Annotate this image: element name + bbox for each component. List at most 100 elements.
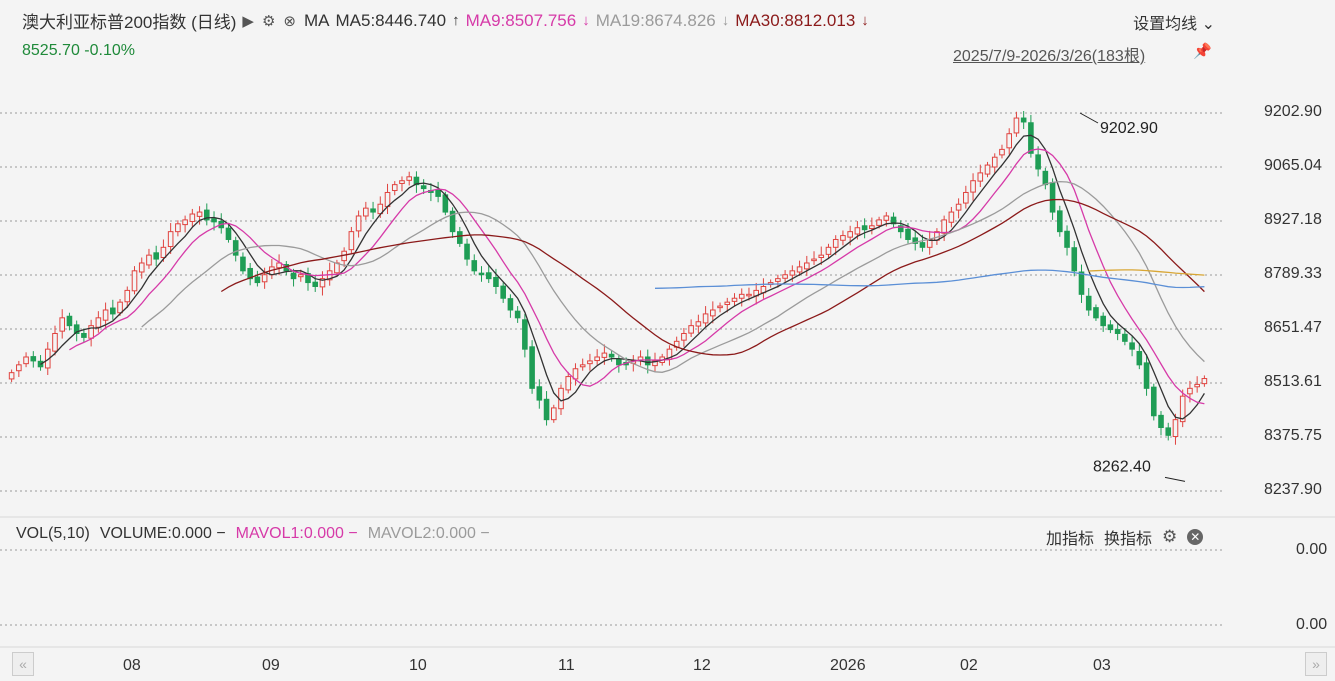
candle-body <box>225 227 232 240</box>
candle-body <box>66 315 73 327</box>
gear-icon[interactable]: ⚙ <box>1162 527 1178 546</box>
ma5-line <box>40 134 1205 420</box>
candle-body <box>254 276 261 284</box>
candle-body <box>167 231 174 248</box>
candle-body <box>290 272 297 280</box>
candle-body <box>601 352 608 358</box>
candle-body <box>984 164 991 175</box>
candle-body <box>897 225 904 233</box>
switch-indicator-button[interactable]: 换指标 <box>1104 531 1153 548</box>
candle-body <box>73 324 80 334</box>
candle-body <box>1100 315 1106 327</box>
candle-body <box>702 313 709 324</box>
candle-body <box>955 203 962 211</box>
candle-body <box>681 332 687 341</box>
candle-body <box>117 301 123 314</box>
candle-body <box>1064 230 1070 248</box>
candle-body <box>16 364 22 372</box>
candle-body <box>1122 333 1128 342</box>
candle-body <box>782 274 788 279</box>
candle-body <box>905 228 911 240</box>
candle-body <box>970 180 976 193</box>
ma-long1-line <box>654 269 1205 289</box>
candle-body <box>1042 170 1049 186</box>
candle-body <box>731 297 738 302</box>
candle-body <box>644 356 651 366</box>
candle-body <box>399 180 405 184</box>
candle-body <box>203 209 210 221</box>
candle-body <box>406 176 413 181</box>
candle-body <box>1035 154 1041 170</box>
candle-body <box>1143 362 1150 389</box>
ma19-arrow: ↓ <box>721 12 730 29</box>
candle-body <box>1150 386 1157 417</box>
close-icon[interactable]: ⊗ <box>283 12 296 30</box>
candle-body <box>724 301 731 306</box>
scroll-left-button[interactable]: « <box>12 652 34 676</box>
scroll-right-button[interactable]: » <box>1305 652 1327 676</box>
settings-ma-button[interactable]: 设置均线 ⌄ <box>1133 10 1215 34</box>
candle-body <box>1093 307 1099 319</box>
candle-body <box>95 317 102 328</box>
gear-icon[interactable]: ⚙ <box>261 12 276 30</box>
candle-body <box>652 360 658 367</box>
candle-body <box>52 332 58 352</box>
ma-long2-line <box>1088 269 1205 276</box>
ma30-arrow: ↓ <box>861 12 869 29</box>
candle-body <box>710 309 716 317</box>
date-range[interactable]: 2025/7/9-2026/3/26(183根) <box>953 48 1146 65</box>
candle-body <box>196 211 203 217</box>
candle-body <box>919 242 926 248</box>
candles <box>8 111 1208 445</box>
candle-body <box>1114 329 1121 334</box>
vol-label[interactable]: VOL(5,10) <box>16 525 90 542</box>
candle-body <box>175 223 181 233</box>
candle-body <box>8 372 15 380</box>
candle-body <box>1165 427 1172 436</box>
candle-body <box>789 270 796 276</box>
candle-body <box>616 358 622 366</box>
candle-body <box>435 189 441 197</box>
candle-body <box>811 258 817 262</box>
candle-body <box>507 298 514 311</box>
candle-body <box>746 293 752 297</box>
candle-body <box>449 210 456 233</box>
grid-lines <box>0 112 1225 626</box>
candle-body <box>1049 182 1056 213</box>
candle-body <box>695 321 702 327</box>
candle-body <box>420 185 427 190</box>
candle-body <box>232 240 239 256</box>
candle-body <box>1179 395 1186 423</box>
candle-body <box>1194 383 1200 388</box>
candle-body <box>240 256 246 272</box>
candle-body <box>1057 210 1063 233</box>
close-icon[interactable]: ✕ <box>1187 529 1204 545</box>
candle-body <box>261 274 268 283</box>
last-price-value: 8525.70 <box>22 42 80 59</box>
candle-body <box>110 307 116 315</box>
candle-body <box>1158 414 1164 429</box>
candle-body <box>138 262 145 273</box>
y-tick-label: 8375.75 <box>1264 427 1322 444</box>
x-tick-label: 11 <box>558 657 575 674</box>
candle-body <box>391 184 398 192</box>
annotation-arrow <box>1079 112 1099 124</box>
chart-title: 澳大利亚标普200指数 (日线) <box>22 13 237 32</box>
candle-body <box>840 235 846 241</box>
candle-body <box>890 216 897 225</box>
x-tick-label: 09 <box>262 657 280 674</box>
y-tick-label: 9202.90 <box>1264 103 1322 120</box>
play-icon[interactable]: ▶ <box>242 12 254 30</box>
candle-body <box>297 274 304 278</box>
candle-body <box>522 319 528 350</box>
pin-icon[interactable]: 📌 <box>1193 43 1212 60</box>
candle-body <box>587 360 593 365</box>
y-tick-label: 8237.90 <box>1264 481 1322 498</box>
y-tick-label: 9065.04 <box>1264 157 1322 174</box>
candle-body <box>529 346 535 389</box>
ma-label[interactable]: MA <box>304 10 330 30</box>
add-indicator-button[interactable]: 加指标 <box>1046 531 1095 548</box>
candle-body <box>803 262 810 270</box>
candle-body <box>464 243 470 260</box>
ma-lines <box>40 134 1205 420</box>
